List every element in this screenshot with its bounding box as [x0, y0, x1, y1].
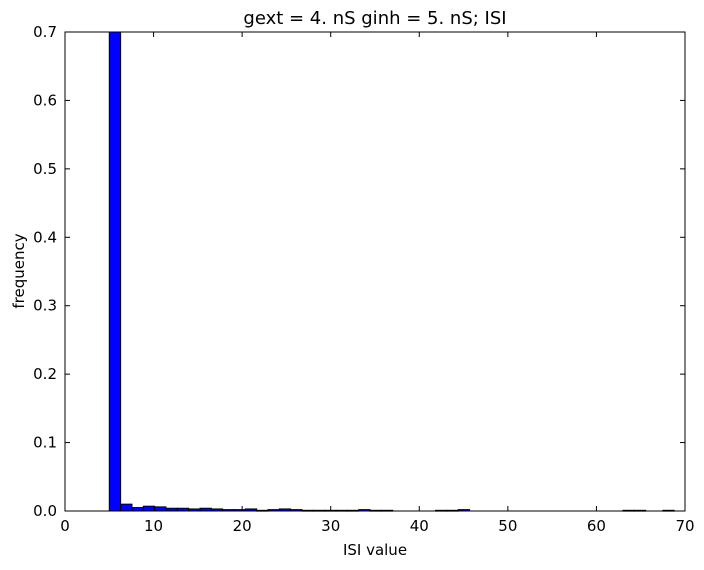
histogram-bar — [154, 506, 167, 512]
x-tick-label: 30 — [321, 517, 340, 535]
y-tick-label: 0.1 — [33, 434, 57, 452]
x-tick-label: 50 — [498, 517, 517, 535]
x-tick-label: 20 — [233, 517, 252, 535]
x-tick-label: 70 — [675, 517, 694, 535]
x-axis-label: ISI value — [343, 541, 407, 559]
x-tick-label: 0 — [60, 517, 70, 535]
plot-frame — [64, 31, 686, 512]
histogram-bar — [108, 31, 122, 512]
chart-title: gext = 4. nS ginh = 5. nS; ISI — [243, 8, 506, 29]
y-axis-label: frequency — [10, 233, 28, 308]
y-tick-label: 0.6 — [33, 91, 57, 109]
x-tick-label: 60 — [587, 517, 606, 535]
y-tick-label: 0.2 — [33, 365, 57, 383]
histogram-bar — [120, 503, 133, 512]
x-axis-tick-labels: 0 10 20 30 40 50 60 70 — [60, 517, 694, 535]
histogram-bar — [131, 507, 144, 512]
x-tick-label: 40 — [410, 517, 429, 535]
y-tick-label: 0.4 — [33, 228, 57, 246]
axis-ticks — [64, 31, 686, 512]
histogram-bar — [142, 505, 156, 512]
y-tick-label: 0.7 — [33, 23, 57, 41]
y-tick-label: 0.3 — [33, 297, 57, 315]
x-tick-label: 10 — [144, 517, 163, 535]
y-tick-label: 0.5 — [33, 160, 57, 178]
y-axis-tick-labels: 0.0 0.1 0.2 0.3 0.4 0.5 0.6 0.7 — [33, 23, 57, 520]
y-tick-label: 0.0 — [33, 502, 57, 520]
